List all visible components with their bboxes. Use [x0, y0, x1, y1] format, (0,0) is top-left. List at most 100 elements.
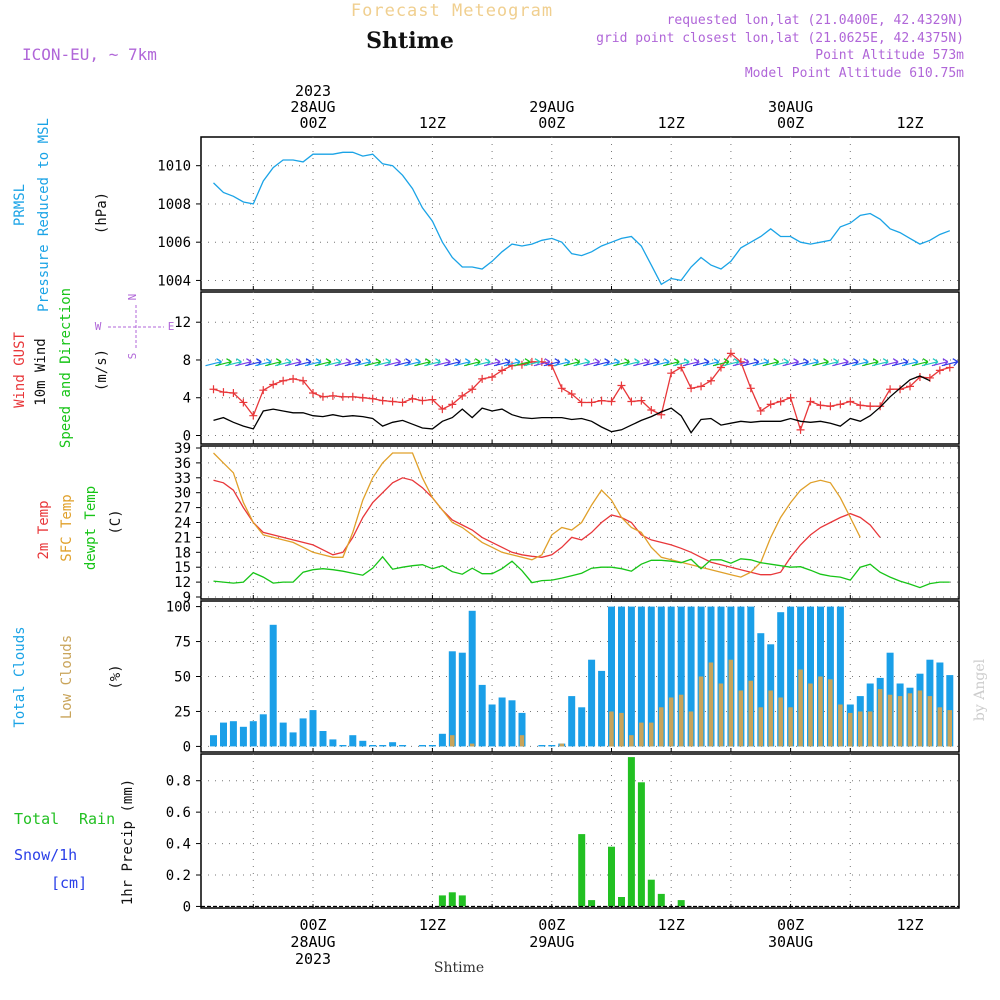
bottom-time-label: 2023 [295, 950, 331, 968]
temp-sfc-label: SFC Temp [59, 494, 75, 561]
ytick-label: 0.6 [166, 805, 191, 821]
top-time-label: 12Z [896, 114, 923, 132]
gust-marker [796, 425, 805, 434]
gust-marker [766, 400, 775, 409]
bar-total-clouds [369, 745, 377, 747]
bar-total-clouds [717, 606, 725, 747]
bar-total-clouds [518, 712, 526, 747]
bar-total-clouds [508, 700, 516, 747]
ytick-label: 8 [183, 353, 191, 369]
series-line-2m-temp [213, 477, 881, 576]
bar-total-clouds [747, 606, 755, 747]
bar-total-clouds [777, 612, 785, 747]
compass-n: N [126, 294, 139, 301]
series-line-sfc-temp [213, 452, 861, 578]
bar-total-clouds [329, 739, 337, 747]
bar-total-clouds [289, 732, 297, 747]
temp-unit: (C) [108, 509, 124, 534]
bar-low-clouds [798, 669, 803, 747]
bottom-time-label: 12Z [896, 916, 923, 934]
gust-marker [428, 395, 437, 404]
gust-marker [577, 398, 586, 407]
gust-marker [438, 405, 447, 414]
bar-total-clouds [807, 606, 814, 747]
wind-compass: N S E W [95, 294, 175, 360]
gust-marker [677, 363, 686, 372]
bar-low-clouds [649, 722, 654, 747]
compass-s: S [126, 353, 139, 360]
bar-low-clouds [907, 693, 913, 747]
bar-low-clouds [718, 683, 724, 747]
bar-low-clouds [947, 710, 952, 747]
gust-marker [309, 389, 317, 398]
gust-marker [209, 385, 218, 394]
bar-total-rain [677, 900, 685, 907]
gust-marker [229, 389, 238, 398]
bar-low-clouds [469, 743, 475, 747]
gridpoint-coords: grid point closest lon,lat (21.0625E, 42… [596, 31, 964, 46]
bar-total-clouds [299, 718, 307, 747]
model-altitude: Model Point Altitude 610.75m [745, 66, 964, 81]
bar-total-rain [588, 900, 596, 907]
gust-marker [697, 382, 706, 391]
bar-total-clouds [787, 606, 795, 747]
bar-total-clouds [249, 721, 257, 747]
bottom-time-label: 12Z [419, 916, 446, 934]
bar-total-clouds [627, 606, 635, 747]
bar-total-clouds [568, 696, 576, 747]
bar-low-clouds [559, 743, 564, 747]
bottom-time-label: 12Z [658, 916, 685, 934]
gust-marker [468, 385, 477, 394]
ytick-label: 1010 [157, 159, 191, 175]
gust-marker [667, 369, 676, 378]
gust-marker [627, 397, 636, 406]
gust-marker [647, 406, 656, 415]
gust-marker [388, 397, 397, 406]
gust-marker [289, 374, 298, 383]
bar-low-clouds [848, 712, 853, 747]
ytick-label: 25 [174, 704, 191, 720]
top-time-label: 00Z [299, 114, 326, 132]
bar-total-clouds [548, 745, 556, 747]
gust-marker [617, 381, 626, 390]
gust-marker [846, 397, 855, 406]
gust-marker [756, 406, 765, 415]
ytick-label: 12 [174, 315, 191, 331]
bar-low-clouds [818, 676, 823, 747]
bar-low-clouds [768, 690, 773, 747]
gust-marker [607, 397, 616, 406]
wind-gust-label: Wind GUST [12, 332, 28, 408]
ytick-label: 4 [183, 391, 191, 407]
series-line-dewpt-temp [213, 555, 950, 589]
precip-unit: 1hr Precip (mm) [120, 779, 136, 905]
bar-total-clouds [608, 606, 615, 747]
station-title: Shtime [366, 28, 454, 54]
bar-total-clouds [588, 659, 596, 747]
bar-total-clouds [279, 722, 287, 747]
bar-total-clouds [936, 662, 944, 747]
bar-total-clouds [210, 735, 217, 747]
bar-total-clouds [229, 721, 237, 747]
gust-marker [806, 397, 815, 406]
bar-total-clouds [259, 714, 267, 747]
bar-total-clouds [687, 606, 695, 747]
bar-total-clouds [826, 606, 834, 747]
gust-marker [458, 391, 467, 400]
gust-marker [418, 396, 427, 405]
ytick-label: 0 [183, 899, 191, 915]
gust-marker [557, 384, 566, 393]
panel-frame-0 [200, 136, 960, 291]
bar-low-clouds [808, 683, 813, 747]
bar-low-clouds [917, 690, 923, 747]
gust-marker [707, 376, 715, 385]
bar-low-clouds [937, 707, 943, 747]
top-time-label: 12Z [419, 114, 446, 132]
bar-low-clouds [887, 694, 893, 747]
compass-w: W [95, 320, 102, 333]
gust-marker [408, 394, 417, 403]
gust-marker [448, 400, 457, 409]
bar-low-clouds [619, 712, 624, 747]
series-line-10m-wind [213, 375, 931, 434]
gust-marker [597, 396, 606, 405]
bar-total-clouds [309, 710, 317, 747]
